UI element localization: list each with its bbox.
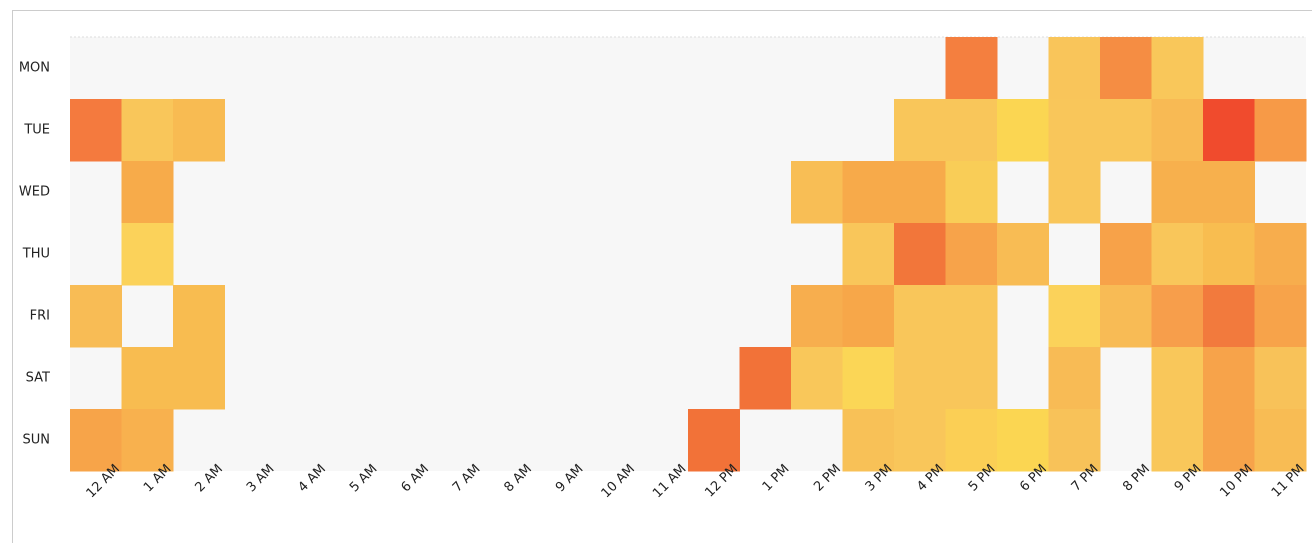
heatmap-cell xyxy=(1203,223,1255,286)
frame xyxy=(12,10,1312,543)
heatmap-cell xyxy=(945,161,998,224)
heatmap-cell xyxy=(1100,99,1152,162)
heatmap-cell xyxy=(1048,99,1101,162)
heatmap-cell xyxy=(1254,347,1307,410)
heatmap-cell xyxy=(173,285,225,348)
heatmap-cell xyxy=(1151,37,1204,100)
heatmap-cell xyxy=(1048,37,1101,100)
heatmap-cell xyxy=(894,223,946,286)
heatmap-cell xyxy=(842,347,895,410)
heatmap-cell xyxy=(791,285,843,348)
heatmap-cell xyxy=(739,347,792,410)
heatmap-cell xyxy=(121,409,174,472)
heatmap-cell xyxy=(688,409,740,472)
heatmap-cell xyxy=(1203,161,1255,224)
heatmap-cell xyxy=(1203,409,1255,472)
heatmap-cell xyxy=(70,99,122,162)
heatmap-cell xyxy=(1254,285,1307,348)
y-tick-label: FRI xyxy=(30,309,50,324)
heatmap-cell xyxy=(1151,99,1204,162)
heatmap-cell xyxy=(1203,347,1255,410)
heatmap-cell xyxy=(1254,409,1307,472)
heatmap-cell xyxy=(945,99,998,162)
heatmap-cell xyxy=(173,347,225,410)
heatmap-cell xyxy=(1151,223,1204,286)
heatmap-cell xyxy=(1254,223,1307,286)
heatmap-cell xyxy=(945,223,998,286)
heatmap-cell xyxy=(121,99,174,162)
heatmap-cell xyxy=(1151,409,1204,472)
heatmap-cell xyxy=(997,409,1049,472)
heatmap-cell xyxy=(1151,347,1204,410)
heatmap-cell xyxy=(1048,409,1101,472)
heatmap-cell xyxy=(1203,99,1255,162)
heatmap-cell xyxy=(894,409,946,472)
heatmap-cell xyxy=(842,409,895,472)
y-tick-label: MON xyxy=(19,61,50,76)
heatmap-cell xyxy=(1048,161,1101,224)
heatmap-cell xyxy=(945,347,998,410)
heatmap-cell xyxy=(945,409,998,472)
heatmap-cell xyxy=(1048,347,1101,410)
y-tick-label: SUN xyxy=(23,433,51,448)
heatmap-cell xyxy=(894,99,946,162)
y-tick-label: WED xyxy=(19,185,50,200)
heatmap-cell xyxy=(945,285,998,348)
heatmap-cell xyxy=(70,409,122,472)
y-tick-label: SAT xyxy=(26,371,50,386)
heatmap-cell xyxy=(1100,285,1152,348)
heatmap-cell xyxy=(894,347,946,410)
heatmap-cell xyxy=(1048,285,1101,348)
heatmap-cell xyxy=(121,347,174,410)
heatmap-cell xyxy=(791,161,843,224)
heatmap-cell xyxy=(1254,99,1307,162)
y-tick-label: TUE xyxy=(23,123,50,138)
heatmap-cell xyxy=(1100,223,1152,286)
y-tick-label: THU xyxy=(22,247,50,262)
heatmap-cell xyxy=(173,99,225,162)
heatmap-cell xyxy=(1203,285,1255,348)
heatmap-cell xyxy=(842,223,895,286)
heatmap-cell xyxy=(121,223,174,286)
heatmap-cell xyxy=(791,347,843,410)
heatmap-cell xyxy=(997,223,1049,286)
heatmap-cell xyxy=(121,161,174,224)
heatmap-cell xyxy=(894,285,946,348)
heatmap-cell xyxy=(70,285,122,348)
heatmap-cell xyxy=(842,161,895,224)
heatmap-cell xyxy=(1100,37,1152,100)
heatmap-cell xyxy=(894,161,946,224)
heatmap-cell xyxy=(945,37,998,100)
heatmap-cell xyxy=(1151,161,1204,224)
heatmap-cell xyxy=(842,285,895,348)
heatmap-cell xyxy=(1151,285,1204,348)
heatmap-cell xyxy=(997,99,1049,162)
